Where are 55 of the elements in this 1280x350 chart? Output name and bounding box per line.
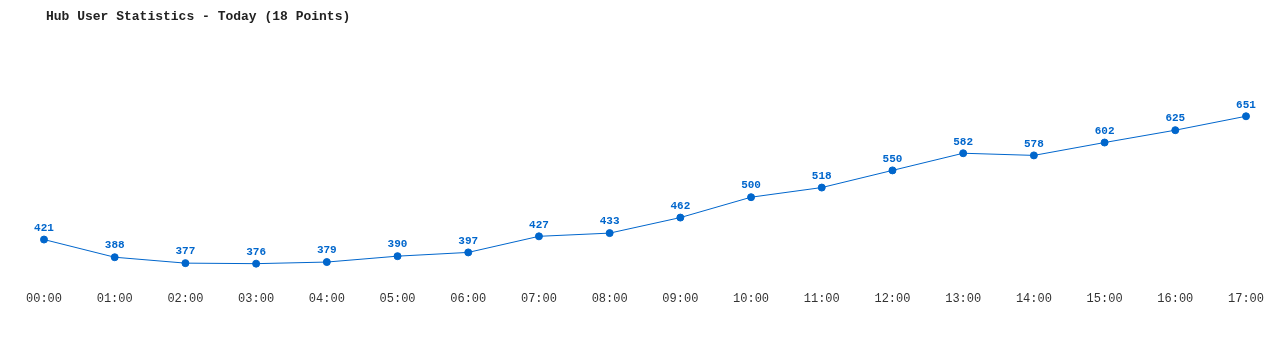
data-label: 518 <box>811 169 833 182</box>
point <box>181 259 190 268</box>
point <box>393 252 402 261</box>
point <box>252 259 261 268</box>
data-label: 379 <box>316 244 337 257</box>
point <box>959 149 968 158</box>
point <box>1100 138 1109 147</box>
x-tick-label: 11:00 <box>803 291 840 306</box>
data-label: 602 <box>1094 124 1115 137</box>
data-label: 625 <box>1165 112 1186 125</box>
x-tick-label: 06:00 <box>450 291 487 306</box>
point <box>110 253 119 262</box>
x-tick-label: 16:00 <box>1157 291 1194 306</box>
data-label: 377 <box>175 245 196 258</box>
x-tick-label: 01:00 <box>96 291 133 306</box>
chart-title: Hub User Statistics - Today (18 Points) <box>46 9 351 24</box>
x-tick-label: 10:00 <box>733 291 770 306</box>
point <box>1029 151 1038 160</box>
point <box>676 213 685 222</box>
x-tick-label: 14:00 <box>1015 291 1052 306</box>
point <box>322 258 331 267</box>
x-tick-label: 09:00 <box>662 291 699 306</box>
data-label: 421 <box>34 221 55 234</box>
point <box>534 232 543 241</box>
data-label: 500 <box>741 179 761 192</box>
point <box>817 183 826 192</box>
x-tick-label: 15:00 <box>1086 291 1123 306</box>
data-label: 462 <box>670 199 691 212</box>
point <box>605 229 614 238</box>
data-label: 427 <box>529 218 549 231</box>
data-label: 397 <box>458 234 479 247</box>
x-tick-label: 13:00 <box>945 291 982 306</box>
point <box>888 166 897 175</box>
x-tick-label: 02:00 <box>167 291 204 306</box>
x-tick-label: 04:00 <box>308 291 345 306</box>
data-label: 390 <box>387 238 408 251</box>
point <box>1242 112 1250 121</box>
data-label: 582 <box>953 135 974 148</box>
point <box>747 193 756 202</box>
x-tick-label: 00:00 <box>25 291 63 306</box>
point <box>1171 126 1180 135</box>
x-tick-label: 08:00 <box>591 291 628 306</box>
point <box>40 235 48 244</box>
x-tick-label: 17:00 <box>1227 291 1265 306</box>
data-label: 578 <box>1023 137 1045 150</box>
point <box>464 248 473 257</box>
data-label: 376 <box>246 245 267 258</box>
data-label: 388 <box>104 239 125 252</box>
x-tick-label: 05:00 <box>379 291 416 306</box>
x-tick-label: 03:00 <box>238 291 275 306</box>
data-label: 550 <box>882 152 903 165</box>
x-tick-label: 07:00 <box>520 291 557 306</box>
data-label: 651 <box>1236 98 1257 111</box>
x-tick-label: 12:00 <box>874 291 911 306</box>
data-label: 433 <box>599 215 620 228</box>
